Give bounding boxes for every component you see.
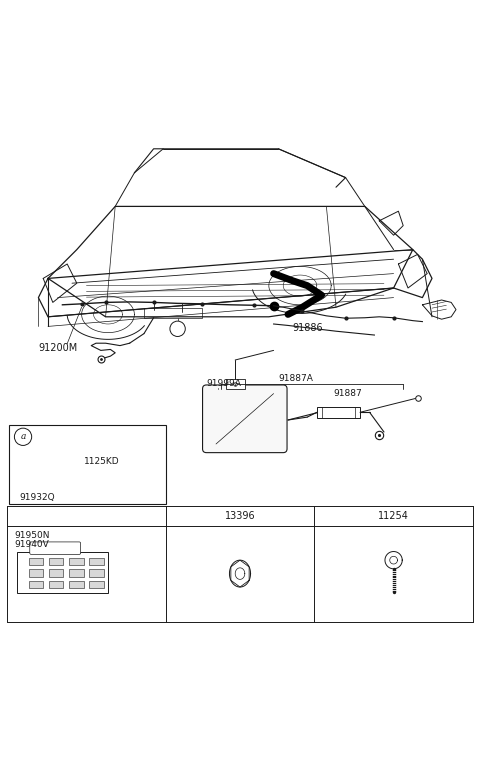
- Bar: [226, 379, 245, 389]
- Text: 1125KD: 1125KD: [84, 457, 120, 466]
- Text: 91999A: 91999A: [206, 379, 241, 388]
- Text: 91886: 91886: [293, 323, 324, 333]
- Bar: [49, 569, 63, 577]
- Circle shape: [170, 321, 185, 336]
- Text: 11254: 11254: [378, 511, 409, 521]
- Text: 91932Q: 91932Q: [19, 494, 55, 502]
- Bar: [9, 425, 166, 504]
- Text: 91887A: 91887A: [278, 373, 313, 382]
- Bar: [17, 552, 108, 593]
- Bar: [69, 581, 84, 588]
- Text: a: a: [20, 432, 26, 442]
- Bar: [69, 569, 84, 577]
- Bar: [69, 558, 84, 565]
- Text: 91950N: 91950N: [14, 531, 50, 541]
- Text: 91940V: 91940V: [14, 540, 49, 549]
- Bar: [89, 558, 104, 565]
- Bar: [29, 558, 43, 565]
- Bar: [89, 581, 104, 588]
- Text: 91200M: 91200M: [38, 343, 78, 353]
- Bar: [49, 558, 63, 565]
- FancyBboxPatch shape: [30, 542, 81, 554]
- Bar: [49, 581, 63, 588]
- Bar: [89, 569, 104, 577]
- Bar: [29, 581, 43, 588]
- Text: 91887: 91887: [334, 389, 362, 399]
- FancyBboxPatch shape: [203, 385, 287, 452]
- Text: 13396: 13396: [225, 511, 255, 521]
- Bar: [144, 308, 202, 318]
- Text: a: a: [175, 324, 180, 333]
- Bar: [317, 407, 360, 418]
- Circle shape: [14, 429, 32, 445]
- Bar: [29, 569, 43, 577]
